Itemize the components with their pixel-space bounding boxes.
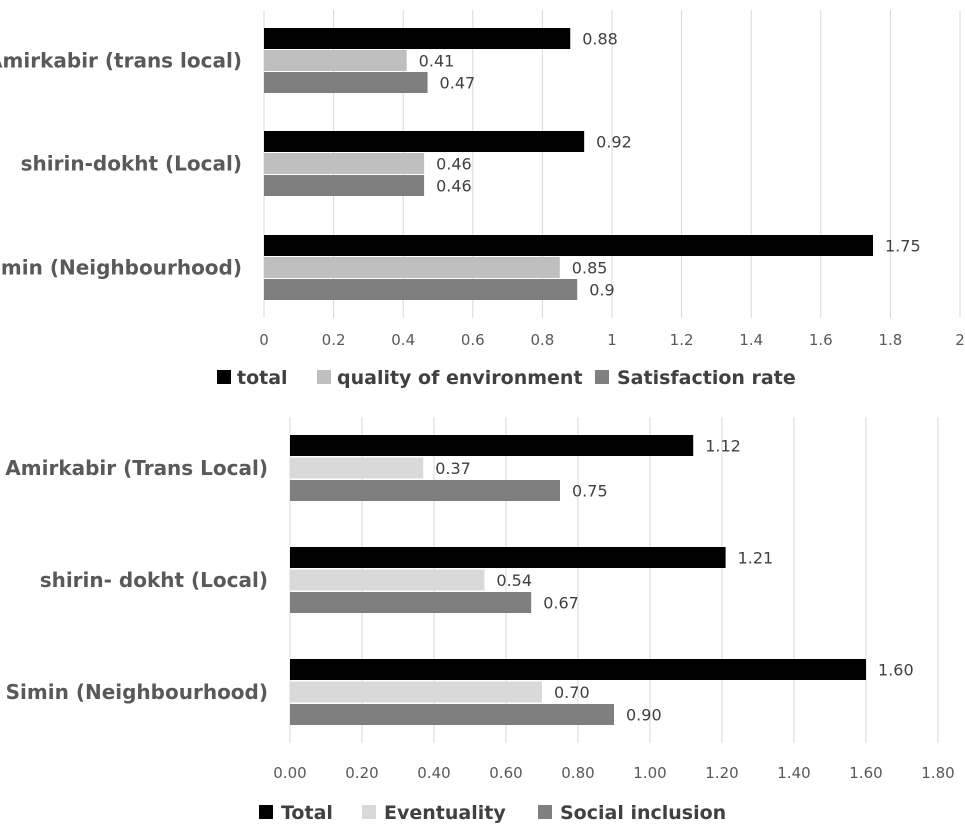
legend-label: Total — [281, 802, 333, 824]
bar — [264, 28, 571, 49]
data-label: 0.41 — [419, 52, 455, 71]
bar — [290, 659, 866, 680]
legend-label: quality of environment — [337, 367, 583, 389]
bar — [290, 592, 532, 613]
bar — [290, 569, 485, 591]
bar — [264, 131, 585, 152]
x-tick-label: 0.60 — [489, 764, 522, 782]
legend-swatch — [317, 370, 331, 384]
x-tick-label: 0.40 — [417, 764, 450, 782]
bar — [290, 547, 726, 568]
bar — [264, 235, 873, 256]
x-tick-label: 1.2 — [670, 331, 694, 349]
x-tick-label: 0.20 — [345, 764, 378, 782]
data-label: 0.88 — [582, 30, 618, 49]
data-label: 1.21 — [738, 549, 774, 568]
data-label: 0.9 — [589, 281, 614, 300]
category-label: Simin (Neighbourhood) — [6, 680, 268, 704]
data-label: 0.37 — [435, 459, 471, 478]
legend-swatch — [362, 805, 376, 819]
data-label: 0.67 — [543, 594, 579, 613]
data-label: 0.75 — [572, 482, 608, 501]
data-label: 1.75 — [885, 237, 921, 256]
x-tick-label: 0 — [259, 331, 269, 349]
x-tick-label: 0.6 — [461, 331, 485, 349]
category-label: Amirkabir (trans local) — [0, 49, 242, 73]
x-tick-label: 1.00 — [633, 764, 666, 782]
bar — [264, 175, 425, 196]
data-label: 0.90 — [626, 706, 662, 725]
bar — [264, 257, 560, 278]
data-label: 1.12 — [705, 437, 741, 456]
x-tick-label: 1.60 — [849, 764, 882, 782]
x-tick-label: 0.2 — [322, 331, 346, 349]
category-label: shirin- dokht (Local) — [40, 568, 268, 592]
legend-swatch — [538, 805, 552, 819]
bar — [264, 50, 407, 71]
legend-label: total — [237, 367, 288, 389]
legend-label: Satisfaction rate — [617, 367, 796, 389]
x-tick-label: 1.8 — [878, 331, 902, 349]
category-label: shirin-dokht (Local) — [21, 152, 242, 176]
category-label: simin (Neighbourhood) — [0, 256, 242, 280]
bar — [290, 704, 614, 725]
data-label: 0.54 — [496, 571, 532, 590]
bar — [290, 681, 542, 703]
x-tick-label: 0.8 — [530, 331, 554, 349]
data-label: 1.60 — [878, 661, 914, 680]
bar — [264, 72, 428, 93]
bar — [290, 480, 560, 501]
bar — [290, 435, 694, 456]
legend-label: Eventuality — [384, 802, 506, 824]
x-tick-label: 0.00 — [273, 764, 306, 782]
legend-label: Social inclusion — [560, 802, 726, 824]
legend-swatch — [259, 805, 273, 819]
x-tick-label: 1.80 — [921, 764, 954, 782]
data-label: 0.70 — [554, 683, 590, 702]
bar — [264, 279, 578, 300]
x-tick-label: 1.4 — [739, 331, 763, 349]
x-tick-label: 1.6 — [809, 331, 833, 349]
data-label: 0.46 — [436, 155, 472, 174]
data-label: 0.47 — [440, 74, 476, 93]
bar — [264, 153, 425, 174]
data-label: 0.92 — [596, 133, 632, 152]
x-tick-label: 2 — [955, 331, 965, 349]
x-tick-label: 1.40 — [777, 764, 810, 782]
bar — [290, 457, 424, 479]
legend-swatch — [217, 370, 231, 384]
x-tick-label: 1 — [607, 331, 617, 349]
category-label: Amirkabir (Trans Local) — [5, 456, 268, 480]
data-label: 0.85 — [572, 259, 608, 278]
legend-swatch — [595, 370, 609, 384]
x-tick-label: 0.4 — [391, 331, 415, 349]
x-tick-label: 0.80 — [561, 764, 594, 782]
x-tick-label: 1.20 — [705, 764, 738, 782]
data-label: 0.46 — [436, 177, 472, 196]
